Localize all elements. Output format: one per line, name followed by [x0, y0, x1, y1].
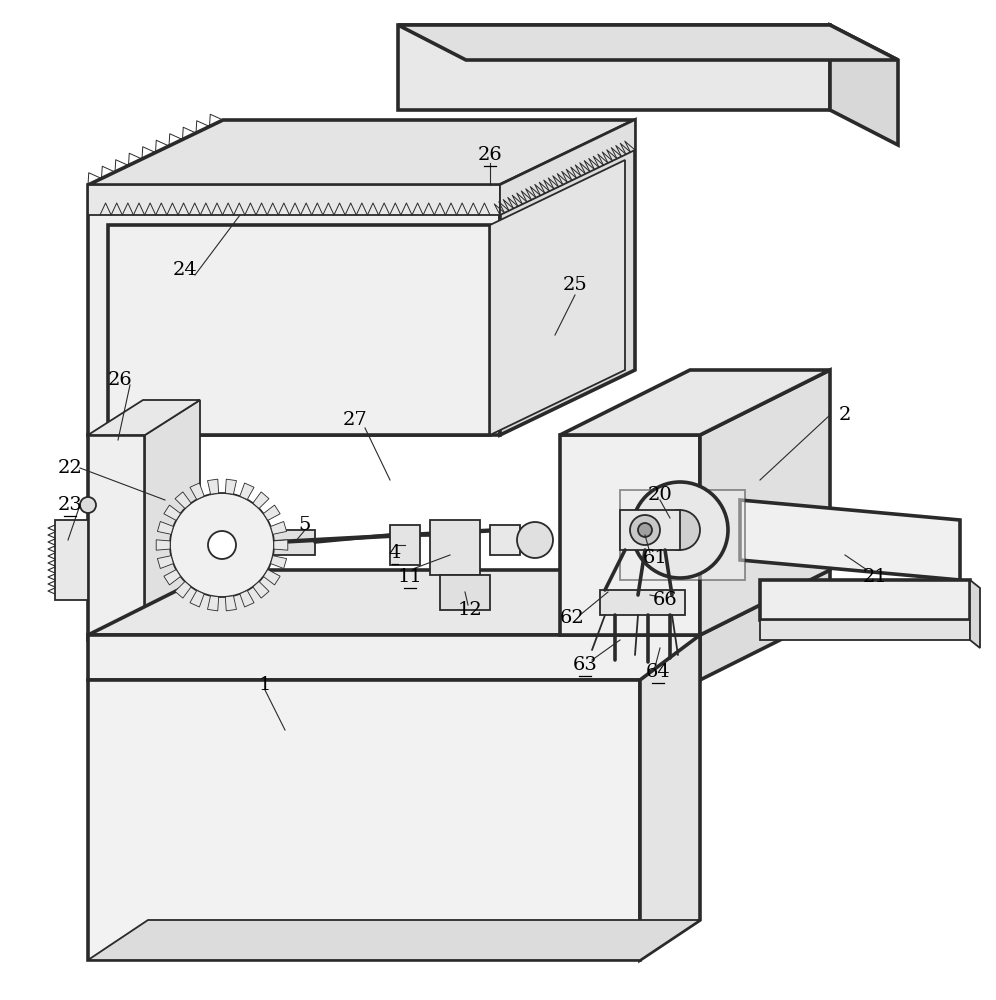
Circle shape	[660, 510, 700, 550]
Polygon shape	[88, 120, 635, 185]
Polygon shape	[263, 505, 280, 520]
Text: 22: 22	[58, 459, 83, 477]
Polygon shape	[274, 540, 288, 550]
Polygon shape	[207, 479, 219, 494]
Text: 66: 66	[652, 591, 677, 609]
Polygon shape	[88, 680, 640, 960]
Polygon shape	[500, 120, 635, 435]
Circle shape	[170, 493, 274, 597]
Polygon shape	[156, 540, 170, 550]
Circle shape	[80, 497, 96, 513]
Polygon shape	[620, 510, 680, 550]
Polygon shape	[145, 400, 200, 640]
Text: 4: 4	[388, 544, 401, 562]
Polygon shape	[88, 400, 200, 435]
Polygon shape	[271, 556, 287, 569]
Polygon shape	[225, 479, 236, 494]
Polygon shape	[560, 370, 830, 435]
Polygon shape	[263, 570, 280, 585]
Polygon shape	[620, 490, 745, 580]
Polygon shape	[88, 185, 500, 435]
Polygon shape	[398, 25, 830, 110]
Polygon shape	[225, 596, 236, 611]
Polygon shape	[830, 25, 898, 145]
Text: 64: 64	[645, 663, 670, 681]
Polygon shape	[240, 590, 254, 607]
Polygon shape	[175, 582, 191, 598]
Polygon shape	[440, 575, 490, 610]
Circle shape	[208, 531, 236, 559]
Polygon shape	[500, 120, 635, 215]
Polygon shape	[760, 580, 970, 620]
Text: 11: 11	[397, 568, 422, 586]
Polygon shape	[271, 521, 287, 534]
Polygon shape	[253, 582, 269, 598]
Polygon shape	[760, 620, 970, 640]
Text: 24: 24	[172, 261, 197, 279]
Text: 1: 1	[259, 676, 271, 694]
Polygon shape	[190, 590, 204, 607]
Polygon shape	[430, 520, 480, 575]
Polygon shape	[55, 520, 88, 600]
Polygon shape	[88, 185, 500, 215]
Polygon shape	[207, 596, 219, 611]
Polygon shape	[740, 500, 960, 580]
Polygon shape	[240, 483, 254, 500]
Polygon shape	[175, 492, 191, 508]
Text: 63: 63	[573, 656, 598, 674]
Polygon shape	[700, 370, 830, 635]
Polygon shape	[970, 580, 980, 648]
Polygon shape	[600, 590, 685, 615]
Polygon shape	[164, 505, 180, 520]
Polygon shape	[700, 570, 830, 680]
Circle shape	[630, 515, 660, 545]
Text: 2: 2	[839, 406, 852, 424]
Polygon shape	[88, 635, 700, 680]
Polygon shape	[88, 435, 145, 640]
Polygon shape	[270, 530, 315, 555]
Polygon shape	[190, 483, 204, 500]
Polygon shape	[253, 492, 269, 508]
Circle shape	[517, 522, 553, 558]
Polygon shape	[390, 525, 420, 565]
Text: 20: 20	[647, 486, 672, 504]
Text: 26: 26	[108, 371, 132, 389]
Polygon shape	[490, 525, 520, 555]
Polygon shape	[157, 556, 173, 569]
Text: 62: 62	[560, 609, 585, 627]
Polygon shape	[164, 570, 180, 585]
Text: 27: 27	[343, 411, 368, 429]
Polygon shape	[88, 570, 830, 635]
Polygon shape	[640, 635, 700, 960]
Text: 25: 25	[563, 276, 588, 294]
Text: 5: 5	[299, 516, 311, 534]
Text: 26: 26	[478, 146, 502, 164]
Polygon shape	[398, 25, 898, 60]
Polygon shape	[560, 435, 700, 635]
Text: 61: 61	[642, 549, 667, 567]
Polygon shape	[490, 160, 625, 435]
Text: 23: 23	[58, 496, 83, 514]
Text: 21: 21	[863, 568, 887, 586]
Polygon shape	[157, 521, 173, 534]
Polygon shape	[88, 920, 700, 960]
Circle shape	[632, 482, 728, 578]
Text: 12: 12	[457, 601, 482, 619]
Circle shape	[638, 523, 652, 537]
Polygon shape	[108, 225, 490, 435]
